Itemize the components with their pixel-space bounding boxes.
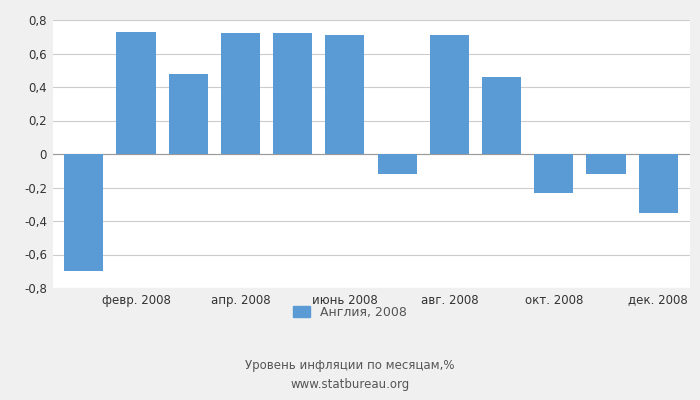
Text: www.statbureau.org: www.statbureau.org	[290, 378, 410, 391]
Bar	[64, 154, 104, 271]
Bar	[377, 154, 416, 174]
Bar	[273, 33, 312, 154]
Bar	[587, 154, 626, 174]
Bar	[534, 154, 573, 192]
Legend: Англия, 2008: Англия, 2008	[288, 301, 412, 324]
Bar	[169, 74, 208, 154]
Bar	[638, 154, 678, 213]
Bar	[430, 35, 469, 154]
Bar	[326, 35, 365, 154]
Bar	[116, 32, 155, 154]
Bar	[482, 77, 521, 154]
Bar	[221, 33, 260, 154]
Text: Уровень инфляции по месяцам,%: Уровень инфляции по месяцам,%	[245, 360, 455, 372]
